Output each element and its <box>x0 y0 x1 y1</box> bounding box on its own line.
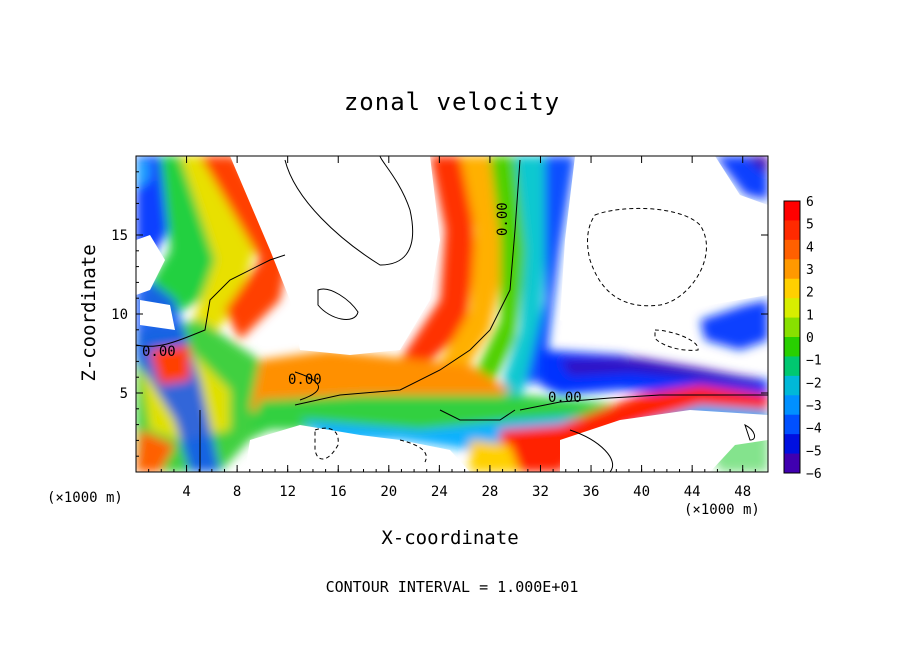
contour-interval-note: CONTOUR INTERVAL = 1.000E+01 <box>325 578 579 596</box>
contour-label: 0.00 <box>495 202 511 236</box>
x-unit-label-left: (×1000 m) <box>47 490 123 506</box>
colorbar: 6 5 4 3 2 1 0 −1 −2 −3 −4 −5 −6 <box>783 195 822 482</box>
colorbar-swatch <box>784 317 800 338</box>
contour-label: 0.00 <box>142 344 176 360</box>
x-tick-label: 20 <box>380 484 397 500</box>
colorbar-label: −6 <box>806 467 822 482</box>
x-axis-label: X-coordinate <box>381 527 519 549</box>
contour-label: 0.00 <box>548 390 582 406</box>
colorbar-swatch <box>784 453 800 474</box>
colorbar-swatch <box>784 337 800 357</box>
x-tick-label: 24 <box>431 484 448 500</box>
colorbar-label: 1 <box>806 308 814 323</box>
colorbar-label: 5 <box>806 218 814 233</box>
colorbar-label: 0 <box>806 331 814 346</box>
colorbar-label: 6 <box>806 195 814 210</box>
y-tick-label: 10 <box>111 307 128 323</box>
x-tick-label: 32 <box>532 484 549 500</box>
colorbar-label: −2 <box>806 376 822 391</box>
x-tick-label: 12 <box>279 484 296 500</box>
colorbar-swatch <box>784 356 800 377</box>
x-tick-label: 44 <box>684 484 701 500</box>
contour-labels: 0.00 0.00 0.00 0.00 <box>142 202 582 406</box>
x-tick-label: 40 <box>633 484 650 500</box>
contour-label: 0.00 <box>288 372 322 388</box>
colorbar-frame <box>783 200 801 474</box>
colorbar-label: 4 <box>806 240 814 255</box>
x-ticks: 4 8 12 16 20 24 28 32 36 40 44 48 <box>148 156 756 500</box>
colorbar-label: 2 <box>806 286 814 301</box>
y-tick-label: 5 <box>120 386 128 402</box>
colorbar-swatch <box>784 395 800 416</box>
colorbar-swatch <box>784 298 800 319</box>
colorbar-label: −1 <box>806 354 822 369</box>
colorbar-swatch <box>784 278 800 299</box>
colorbar-swatch <box>784 259 800 280</box>
colorbar-swatch <box>784 201 800 221</box>
colorbar-swatch <box>784 239 800 260</box>
colorbar-swatch <box>784 434 800 455</box>
y-tick-label: 15 <box>111 228 128 244</box>
contour-lines <box>136 156 768 472</box>
colorbar-label: 3 <box>806 263 814 278</box>
y-ticks: 5 10 15 <box>111 171 768 457</box>
x-tick-label: 4 <box>182 484 190 500</box>
colorbar-label: −3 <box>806 399 822 414</box>
chart-title: zonal velocity <box>343 88 561 116</box>
x-tick-label: 16 <box>330 484 347 500</box>
colorbar-swatch <box>784 220 800 241</box>
x-tick-label: 36 <box>583 484 600 500</box>
x-tick-label: 8 <box>233 484 241 500</box>
negative-contour-lines <box>314 208 707 463</box>
heatmap-field <box>136 156 768 472</box>
colorbar-label: −5 <box>806 444 822 459</box>
x-unit-label-right: (×1000 m) <box>684 502 760 518</box>
colorbar-swatch <box>784 375 800 396</box>
colorbar-label: −4 <box>806 422 822 437</box>
colorbar-swatch <box>784 414 800 435</box>
x-tick-label: 28 <box>481 484 498 500</box>
x-tick-label: 48 <box>734 484 751 500</box>
